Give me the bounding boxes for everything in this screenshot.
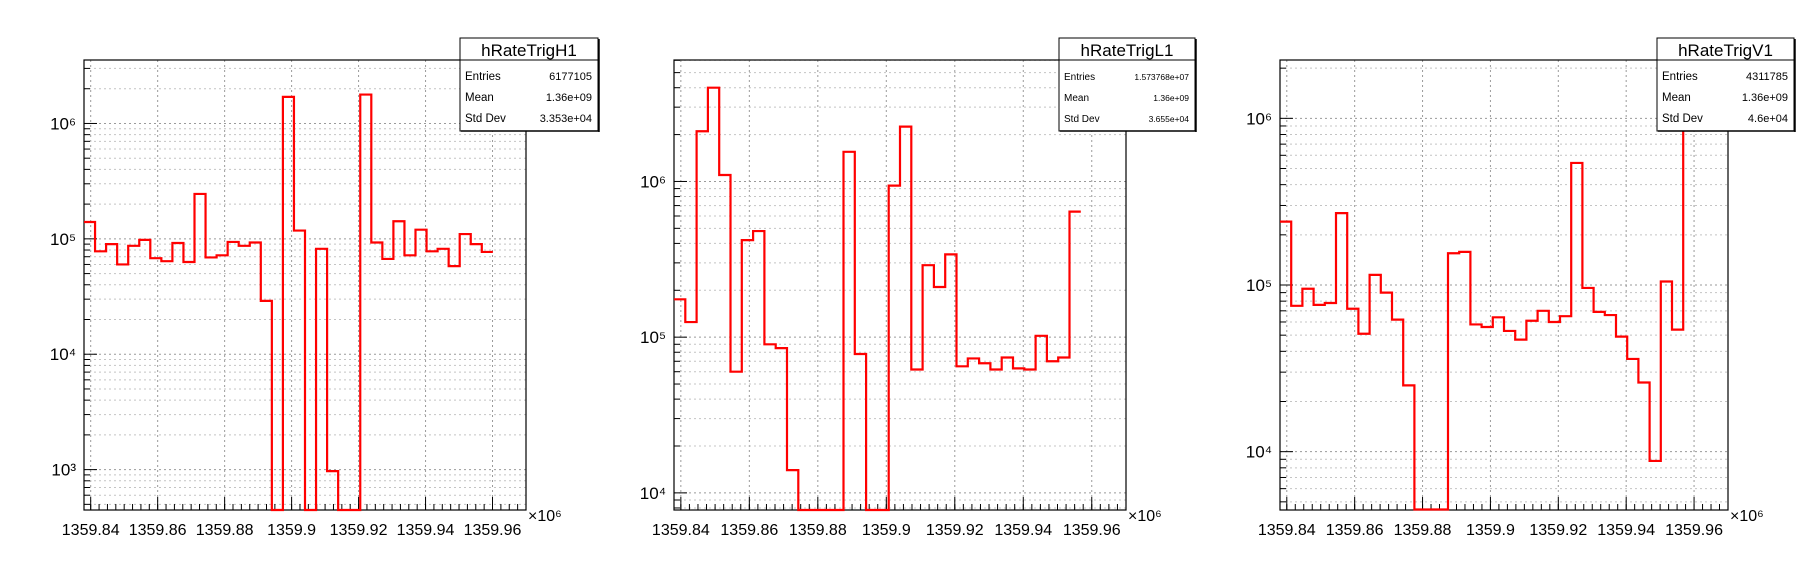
x-multiplier-label: ×10⁶ xyxy=(1730,508,1764,525)
stats-key: Mean xyxy=(1662,92,1691,104)
x-tick-label: 1359.96 xyxy=(1063,522,1121,539)
histogram-line xyxy=(84,93,493,512)
x-multiplier-label: ×10⁶ xyxy=(528,508,562,525)
chart-panel-1: 1359.84 1359.86 1359.88 1359.9 1359.92 1359.9… xyxy=(50,37,600,539)
plot-frame xyxy=(673,59,1127,511)
stats-value: 4.6e+04 xyxy=(1748,113,1788,125)
x-tick-label: 1359.92 xyxy=(1529,522,1587,539)
x-tick-label: 1359.86 xyxy=(129,522,187,539)
histogram-line xyxy=(1280,124,1695,511)
stats-box xyxy=(1058,37,1196,132)
stats-value: 4311785 xyxy=(1746,71,1788,83)
histogram-line xyxy=(674,86,1081,512)
x-tick-label: 1359.94 xyxy=(397,522,455,539)
x-tick-label: 1359.94 xyxy=(994,522,1052,539)
x-tick-label: 1359.88 xyxy=(196,522,254,539)
stats-key: Mean xyxy=(465,92,494,104)
y-tick-label: 10⁵ xyxy=(1246,276,1272,295)
y-tick-label: 10⁴ xyxy=(50,345,76,364)
stats-value: 1.36e+09 xyxy=(546,92,592,104)
y-tick-label: 10⁶ xyxy=(640,172,666,191)
stats-value: 6177105 xyxy=(549,71,592,83)
x-tick-label: 1359.84 xyxy=(1258,522,1316,539)
x-tick-label: 1359.9 xyxy=(267,522,316,539)
stats-value: 3.655e+04 xyxy=(1149,114,1190,124)
chart-panel-3: 1359.84 1359.86 1359.88 1359.9 1359.92 1359.9… xyxy=(1246,37,1796,539)
x-tick-label: 1359.96 xyxy=(1665,522,1723,539)
y-tick-label: 10⁴ xyxy=(1246,443,1272,462)
stats-value: 1.36e+09 xyxy=(1742,92,1788,104)
stats-key: Entries xyxy=(1064,72,1095,83)
chart-panel-2: 1359.84 1359.86 1359.88 1359.9 1359.92 1359.9… xyxy=(640,37,1197,539)
histogram-title: hRateTrigV1 xyxy=(1678,41,1773,60)
stats-key: Std Dev xyxy=(465,113,506,125)
x-tick-label: 1359.9 xyxy=(1466,522,1515,539)
stats-box xyxy=(459,37,599,132)
stats-key: Entries xyxy=(1662,71,1698,83)
stats-key: Std Dev xyxy=(1064,114,1100,125)
x-tick-label: 1359.9 xyxy=(862,522,911,539)
x-multiplier-label: ×10⁶ xyxy=(1128,508,1162,525)
y-tick-label: 10⁴ xyxy=(640,484,666,503)
y-tick-label: 10⁶ xyxy=(1246,109,1272,128)
x-tick-label: 1359.96 xyxy=(464,522,522,539)
stats-box xyxy=(1656,37,1795,132)
y-tick-label: 10³ xyxy=(51,461,76,480)
stats-value: 3.353e+04 xyxy=(540,113,592,125)
y-tick-label: 10⁶ xyxy=(50,114,76,133)
x-tick-label: 1359.88 xyxy=(1394,522,1452,539)
x-tick-label: 1359.84 xyxy=(652,522,710,539)
histogram-title: hRateTrigL1 xyxy=(1081,41,1174,60)
stats-key: Mean xyxy=(1064,93,1089,104)
x-tick-label: 1359.86 xyxy=(720,522,778,539)
y-tick-label: 10⁵ xyxy=(640,328,666,347)
stats-key: Std Dev xyxy=(1662,113,1703,125)
histogram-title: hRateTrigH1 xyxy=(481,41,577,60)
stats-value: 1.36e+09 xyxy=(1153,93,1189,103)
stats-value: 1.573768e+07 xyxy=(1134,72,1189,82)
x-tick-label: 1359.92 xyxy=(926,522,984,539)
x-tick-label: 1359.88 xyxy=(789,522,847,539)
x-tick-label: 1359.86 xyxy=(1326,522,1384,539)
y-tick-label: 10⁵ xyxy=(50,230,76,249)
x-tick-label: 1359.92 xyxy=(330,522,388,539)
stats-key: Entries xyxy=(465,71,501,83)
x-tick-label: 1359.84 xyxy=(62,522,120,539)
x-tick-label: 1359.94 xyxy=(1597,522,1655,539)
